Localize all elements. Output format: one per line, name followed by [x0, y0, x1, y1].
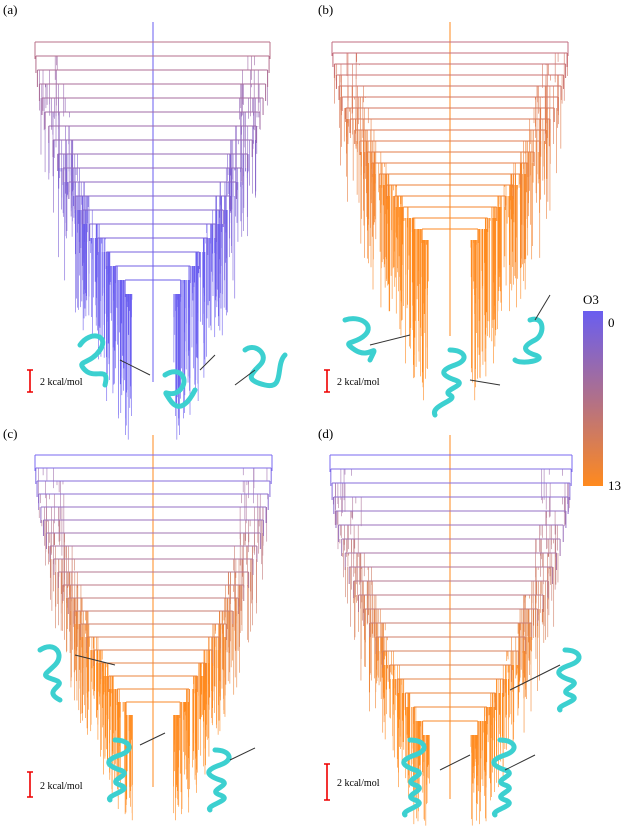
disconnectivity-graphs [34, 22, 573, 826]
panel-label: (b) [318, 2, 333, 17]
scale-label: 2 kcal/mol [40, 377, 83, 388]
scale-label: 2 kcal/mol [337, 377, 380, 388]
structure [37, 644, 63, 703]
scale-bar [324, 369, 330, 393]
scale-bar [27, 771, 33, 798]
scale-label: 2 kcal/mol [337, 778, 380, 789]
leader-lines [74, 294, 561, 771]
structure [242, 345, 288, 389]
structure [77, 333, 109, 388]
structure [556, 647, 582, 713]
panel-label: (c) [3, 426, 17, 441]
structure [206, 747, 232, 813]
structure [106, 737, 132, 803]
colorbar-tick: 13 [608, 478, 621, 493]
panel-label: (d) [318, 426, 333, 441]
structure [432, 347, 467, 418]
scale-bars [27, 369, 330, 801]
structure [512, 316, 545, 365]
scale-bar [324, 763, 330, 801]
scale-bar [27, 369, 33, 393]
scale-label: 2 kcal/mol [40, 781, 83, 792]
colorbar-title: O3 [583, 292, 599, 307]
structure [401, 737, 427, 818]
structure [342, 316, 377, 363]
structure [162, 369, 198, 409]
colorbar [583, 311, 603, 486]
structure [491, 737, 517, 818]
colorbar-tick: 0 [608, 315, 615, 330]
structures [37, 316, 582, 818]
panel-label: (a) [3, 2, 17, 17]
